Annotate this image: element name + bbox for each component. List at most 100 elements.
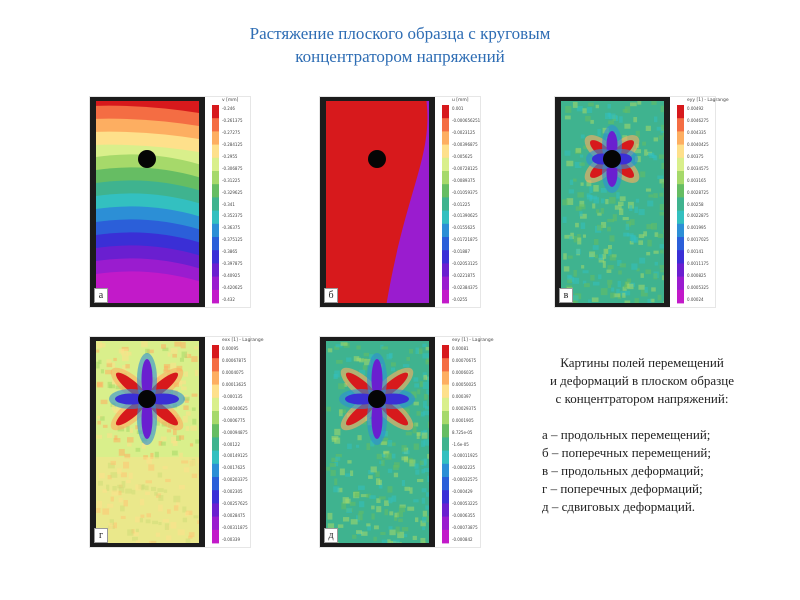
panel-label: г xyxy=(94,528,108,543)
colorbar-tick-label: -0.0028475 xyxy=(222,513,246,519)
colorbar-swatch xyxy=(442,345,449,359)
colorbar-tick-label: 0.004335 xyxy=(687,129,707,135)
colorbar-tick-label: 0.000397 xyxy=(452,393,472,399)
colorbar-title: exx [1] - Lagrange xyxy=(222,338,264,343)
colorbar-swatch xyxy=(442,516,449,531)
caption-line: и деформаций в плоском образце xyxy=(549,373,735,388)
colorbar-tick-label: -0.0255 xyxy=(452,297,468,302)
colorbar-tick-label: -0.2955 xyxy=(222,153,238,159)
colorbar-swatch xyxy=(212,171,219,185)
field-panel-v: eyy [1] - Lagrange 0.00492 0.0046275 0.0043… xyxy=(555,97,729,307)
panel-label: б xyxy=(324,288,338,303)
colorbar-swatch xyxy=(442,250,449,264)
colorbar-swatch xyxy=(677,197,684,211)
colorbar-tick-label: 0.00013625 xyxy=(222,381,247,387)
colorbar-tick-label: -0.000429 xyxy=(452,489,473,495)
colorbar-tick-label: -0.284125 xyxy=(222,141,243,147)
colorbar-swatch xyxy=(442,237,449,251)
colorbar-tick-label: -0.02384375 xyxy=(452,285,478,291)
field-map xyxy=(320,97,449,307)
colorbar-tick-label: -0.00203375 xyxy=(222,477,248,483)
colorbar-swatch xyxy=(677,184,684,198)
colorbar-tick-label: -0.01059375 xyxy=(452,189,478,195)
colorbar-swatch xyxy=(677,250,684,264)
caption-item: д – сдвиговых деформаций. xyxy=(542,499,696,514)
colorbar-swatch xyxy=(212,477,219,491)
colorbar-swatch xyxy=(442,157,449,172)
colorbar-swatch xyxy=(677,118,684,132)
colorbar-swatch xyxy=(212,529,219,544)
colorbar-tick-label: 0.00029375 xyxy=(452,405,477,411)
colorbar-swatch xyxy=(212,397,219,412)
caption-item: а – продольных перемещений; xyxy=(542,427,711,442)
colorbar-swatch xyxy=(212,450,219,465)
colorbar-tick-label: 0.0040425 xyxy=(687,141,709,147)
title-line-1: Растяжение плоского образца с круговым xyxy=(249,24,551,43)
colorbar-swatch xyxy=(677,276,684,291)
colorbar-swatch xyxy=(442,450,449,465)
colorbar-swatch xyxy=(677,289,684,304)
colorbar-swatch xyxy=(212,437,219,451)
colorbar-swatch xyxy=(442,289,449,304)
field-map xyxy=(90,97,219,307)
colorbar-swatch xyxy=(442,263,449,277)
colorbar-tick-label: 0.0028725 xyxy=(687,189,709,195)
colorbar-swatch xyxy=(677,105,684,119)
colorbar-tick-label: -0.01225 xyxy=(452,201,470,207)
colorbar-tick-label: 0.00024 xyxy=(687,297,704,302)
colorbar-tick-label: -0.0006355 xyxy=(452,513,476,519)
colorbar-tick-label: -0.01887 xyxy=(452,249,470,255)
colorbar-swatch xyxy=(212,237,219,251)
panel-label: д xyxy=(324,528,338,543)
colorbar-tick-label: 0.001 xyxy=(452,106,464,111)
colorbar-swatch xyxy=(442,477,449,491)
colorbar-tick-label: 0.0017025 xyxy=(687,237,709,243)
panel-label: в xyxy=(559,288,573,303)
colorbar-swatch xyxy=(677,210,684,225)
colorbar-swatch xyxy=(442,463,449,478)
colorbar-tick-label: -0.341 xyxy=(222,201,235,207)
colorbar-swatch xyxy=(212,118,219,132)
colorbar-tick-label: 0.001995 xyxy=(687,225,707,231)
colorbar-swatch xyxy=(442,118,449,132)
colorbar-title: exy [1] - Lagrange xyxy=(452,338,494,343)
colorbar-swatch xyxy=(442,437,449,451)
colorbar-swatch xyxy=(212,144,219,159)
colorbar-tick-label: -0.000842 xyxy=(452,537,473,542)
colorbar-tick-label: -0.0017625 xyxy=(222,465,246,471)
colorbar-swatch xyxy=(212,345,219,359)
field-panel-b: u [mm] 0.001 -0.000656251 -0.0023125 -0.0039… xyxy=(320,97,480,307)
colorbar-tick-label: -0.00728125 xyxy=(452,165,478,171)
colorbar-swatch xyxy=(442,384,449,399)
colorbar-swatch xyxy=(442,424,449,438)
colorbar-ticks: 0.001 -0.000656251 -0.0023125 -0.00396875 -0… xyxy=(452,106,480,302)
colorbar-tick-label: -0.0089375 xyxy=(452,177,476,183)
colorbar-tick-label: -0.02053125 xyxy=(452,261,478,267)
colorbar-tick-label: -0.00257625 xyxy=(222,501,248,507)
colorbar-swatch xyxy=(442,490,449,504)
colorbar-tick-label: -0.420625 xyxy=(222,285,243,291)
colorbar-swatch xyxy=(677,157,684,172)
colorbar-tick-label: -0.00073875 xyxy=(452,525,478,531)
colorbar-swatch xyxy=(442,105,449,119)
colorbar-swatch xyxy=(212,276,219,291)
colorbar-tick-label: -0.0002225 xyxy=(452,465,476,471)
colorbar-swatch xyxy=(442,144,449,159)
colorbar-swatch xyxy=(442,411,449,425)
colorbar-tick-label: 0.0034575 xyxy=(687,165,709,171)
colorbar-swatch xyxy=(212,289,219,304)
title-line-2: концентратором напряжений xyxy=(295,47,505,66)
colorbar-swatch xyxy=(212,250,219,264)
colorbar-swatch xyxy=(677,237,684,251)
colorbar-tick-label: 8.725e-05 xyxy=(452,429,473,435)
colorbar-tick-label: -0.00122 xyxy=(222,441,240,447)
colorbar-tick-label: -0.000135 xyxy=(222,393,243,399)
colorbar-tick-label: -0.36375 xyxy=(222,225,240,231)
colorbar-swatch xyxy=(212,223,219,238)
colorbar-tick-label: -0.00311875 xyxy=(222,525,248,531)
colorbar-swatch xyxy=(212,490,219,504)
colorbar-swatch xyxy=(677,263,684,277)
colorbar-swatch xyxy=(212,197,219,211)
colorbar-tick-label: 0.0011175 xyxy=(687,261,709,267)
colorbar-tick-label: 0.00375 xyxy=(687,153,704,159)
